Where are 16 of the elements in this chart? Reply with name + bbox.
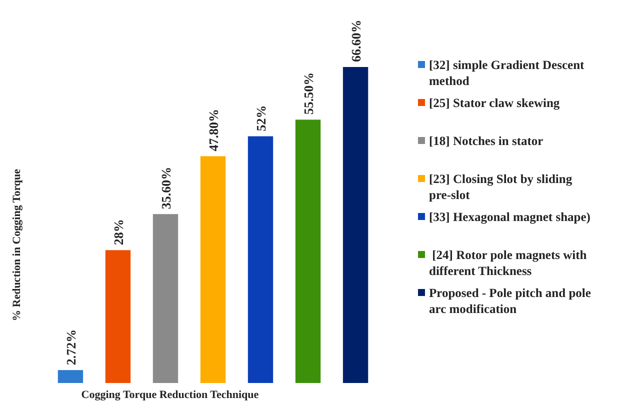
data-label: 66.60% [348,20,364,62]
data-label: 28% [110,219,126,246]
data-label: 35.60% [158,166,174,210]
legend-label: Proposed - Pole pitch and pole arc modification [429,286,592,316]
data-label: 2.72% [63,329,78,366]
legend-label: [18] Notches in stator [429,134,544,148]
legend-label: [25] Stator claw skewing [429,96,560,110]
data-label: 55.50% [301,72,316,115]
x-axis-title: Cogging Torque Reduction Technique [81,389,259,401]
legend-label: [23] Closing Slot by sliding pre-slot [429,172,573,202]
y-axis-title: % Reduction in Cogging Torque [11,168,23,322]
data-label: 52% [254,105,269,132]
legend-label: [33] Hexagonal magnet shape) [429,210,590,224]
legend-label: [32] simple Gradient Descent method [429,58,586,88]
data-label: 47.80% [206,108,221,152]
legend-label: [24] Rotor pole magnets with different Thickness [429,248,587,278]
